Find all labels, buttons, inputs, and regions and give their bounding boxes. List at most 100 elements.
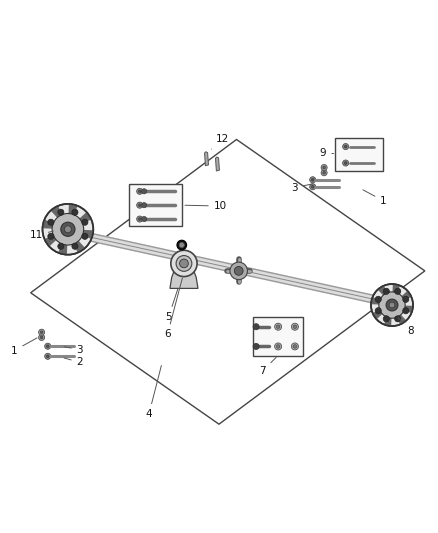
Circle shape [293,345,297,348]
Circle shape [45,343,51,349]
Circle shape [386,299,398,311]
Circle shape [253,343,259,350]
Circle shape [343,143,349,150]
Polygon shape [170,268,198,288]
Wedge shape [392,284,400,299]
Circle shape [375,308,381,314]
Circle shape [137,202,143,208]
Text: 1: 1 [363,190,387,206]
Circle shape [61,222,75,236]
Circle shape [82,233,88,239]
Circle shape [138,190,141,192]
Circle shape [42,204,93,255]
Circle shape [82,219,88,225]
Circle shape [275,343,282,350]
Circle shape [40,336,43,339]
Text: 1: 1 [11,338,37,356]
Wedge shape [373,308,387,319]
Circle shape [137,188,143,195]
Circle shape [72,209,78,215]
Wedge shape [42,220,60,229]
Circle shape [179,243,184,248]
Circle shape [321,165,327,171]
Circle shape [344,146,347,148]
Bar [335,139,383,171]
Circle shape [141,216,147,222]
Circle shape [375,296,381,302]
Circle shape [371,284,413,326]
Bar [253,317,303,356]
Bar [129,184,182,226]
Circle shape [138,204,141,206]
Wedge shape [58,237,67,255]
Text: 7: 7 [259,358,276,376]
Text: 8: 8 [398,318,414,336]
Circle shape [39,329,45,335]
Circle shape [383,288,389,294]
Circle shape [389,302,395,308]
Circle shape [276,325,280,328]
Circle shape [141,189,147,194]
Text: 10: 10 [185,201,227,211]
Circle shape [180,259,188,268]
Circle shape [48,233,54,239]
Wedge shape [74,212,92,226]
Circle shape [58,243,64,249]
Circle shape [64,226,71,233]
Circle shape [58,209,64,215]
Circle shape [383,316,389,322]
Wedge shape [75,230,93,239]
Polygon shape [215,157,219,171]
Wedge shape [71,235,85,253]
Wedge shape [51,206,65,223]
Circle shape [323,172,325,174]
Circle shape [230,262,247,280]
Circle shape [291,343,298,350]
Circle shape [321,169,327,176]
Circle shape [291,323,298,330]
Circle shape [176,255,192,271]
Ellipse shape [177,240,187,250]
Circle shape [52,214,84,245]
Circle shape [276,345,280,348]
Circle shape [253,324,259,330]
Circle shape [46,345,49,348]
Circle shape [72,243,78,249]
Wedge shape [371,297,386,305]
Text: 9: 9 [320,149,334,158]
Circle shape [310,184,316,190]
Circle shape [46,355,49,358]
Wedge shape [397,291,411,303]
Text: 5: 5 [165,289,178,322]
Polygon shape [205,152,208,166]
Circle shape [171,251,197,277]
Circle shape [138,218,141,220]
Circle shape [311,185,314,188]
Circle shape [403,296,409,302]
Circle shape [395,288,401,294]
Circle shape [403,308,409,314]
Wedge shape [68,204,78,222]
Circle shape [48,219,54,225]
Text: 6: 6 [164,278,182,340]
Text: 2: 2 [64,358,83,367]
Text: 3: 3 [291,183,313,192]
Circle shape [344,161,347,164]
Wedge shape [384,311,392,326]
Text: 3: 3 [64,345,83,355]
Wedge shape [398,305,413,313]
Wedge shape [395,310,406,325]
Circle shape [137,216,143,222]
Circle shape [275,323,282,330]
Circle shape [293,325,297,328]
Text: 11: 11 [30,230,53,240]
Circle shape [310,177,316,183]
Circle shape [45,353,51,359]
Circle shape [39,334,45,341]
Circle shape [395,316,401,322]
Wedge shape [44,232,62,247]
Text: 4: 4 [145,366,161,419]
Wedge shape [378,286,389,300]
Circle shape [379,292,405,318]
Circle shape [141,203,147,208]
